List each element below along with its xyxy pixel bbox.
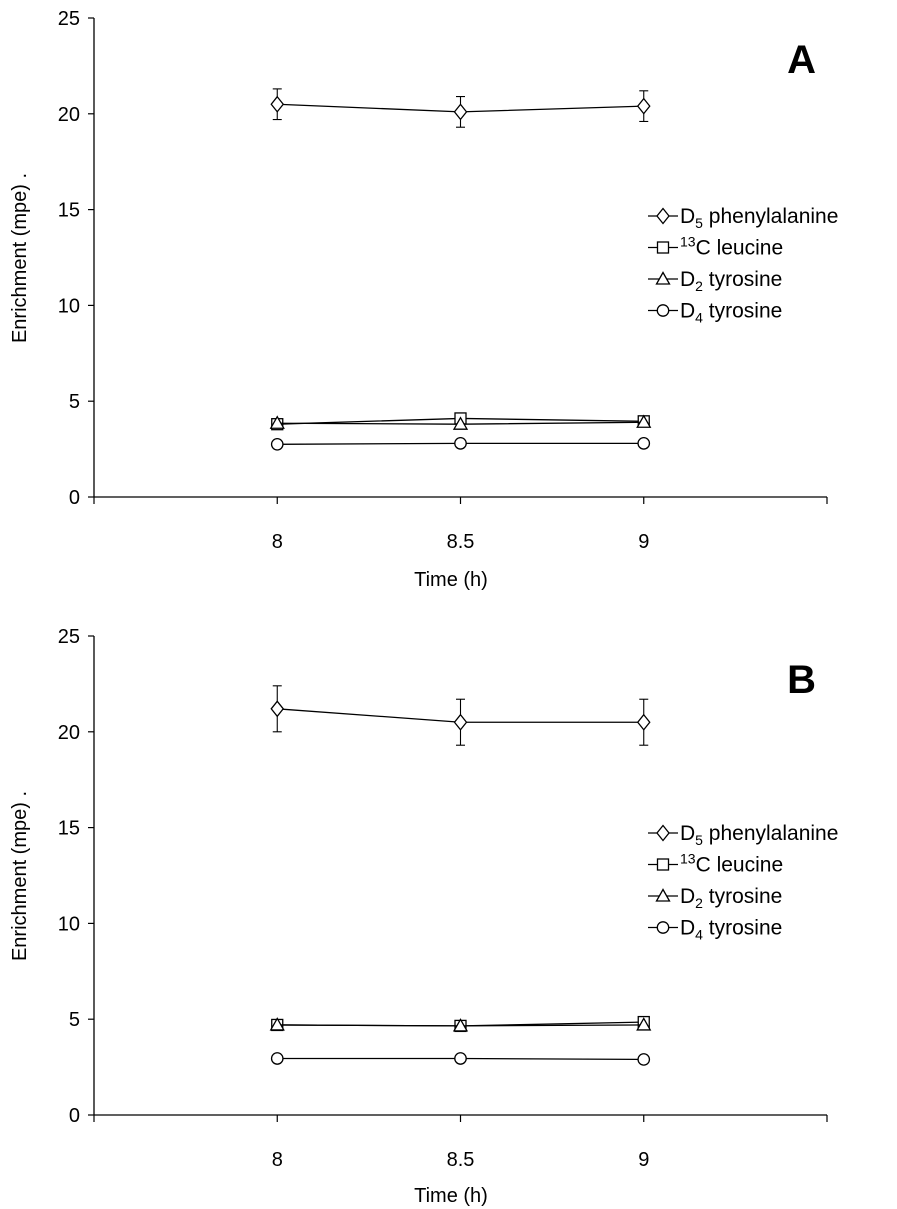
data-point [637,1053,651,1066]
data-point [637,437,651,450]
data-point [452,416,469,430]
legend-item-d5-phenylalanine: D5 phenylalanine [648,822,838,848]
x-tick-label-8: 8 [272,1149,283,1171]
chart-panel-b: 0 5 10 15 20 25 8 8.5 9 Time (h) Enrichment (mpe) … [9,626,838,1207]
legend-item-13c-leucine: 13C leucine [648,851,783,877]
legend: D5 phenylalanine 13C leucine D2 tyrosine D4… [648,822,838,943]
legend-marker [656,241,670,254]
data-point [269,415,285,429]
legend-marker [656,824,670,842]
legend-label: D5 phenylalanine [680,205,838,231]
data-point [270,95,285,113]
x-axis-title: Time (h) [414,1185,488,1207]
legend-item-d4-tyrosine: D4 tyrosine [648,917,782,943]
y-tick-label-20: 20 [58,722,80,744]
legend-item-d4-tyrosine: D4 tyrosine [648,300,782,326]
y-axis-title: Enrichment (mpe) . [9,791,31,961]
legend-marker [656,304,670,317]
x-tick-label-9: 9 [638,531,649,553]
y-tick-label-0: 0 [69,1105,80,1127]
series-d2-tyrosine [269,1017,652,1032]
data-point [452,1018,469,1032]
legend-label: 13C leucine [680,851,783,877]
data-point [270,1052,284,1065]
legend-marker [656,921,670,934]
panel-label: A [787,38,816,82]
legend-item-d2-tyrosine: D2 tyrosine [648,268,782,294]
series-d2-tyrosine [269,414,652,430]
panel-label: B [787,658,816,702]
legend-marker [656,207,670,225]
x-tick-label-8: 8 [272,531,283,553]
x-tick-label-8-5: 8.5 [447,1149,475,1171]
data-point [636,1017,652,1031]
series-d4-tyrosine [270,1052,651,1066]
legend-label: D4 tyrosine [680,917,782,943]
data-point [454,1052,467,1065]
legend-label: D4 tyrosine [680,300,782,326]
data-point [453,713,468,731]
legend-marker [656,858,670,871]
legend-item-d2-tyrosine: D2 tyrosine [648,885,782,911]
data-point [636,713,651,731]
chart-panel-a: 0 5 10 15 20 25 8 8.5 9 Time (h) Enrichment (mpe) … [9,8,838,591]
legend-item-d5-phenylalanine: D5 phenylalanine [648,205,838,231]
legend-label: D2 tyrosine [680,885,782,911]
legend-item-13c-leucine: 13C leucine [648,234,783,260]
y-tick-label-10: 10 [58,295,80,317]
y-tick-label-5: 5 [69,1009,80,1031]
data-point [453,103,468,121]
y-axis-title: Enrichment (mpe) . [9,173,31,343]
legend: D5 phenylalanine 13C leucine D2 tyrosine D4… [648,205,838,326]
series-d5-phenylalanine [270,88,651,128]
y-tick-label-15: 15 [58,200,80,222]
y-tick-label-20: 20 [58,104,80,126]
x-tick-label-9: 9 [638,1149,649,1171]
series-d4-tyrosine [270,437,651,451]
y-tick-label-10: 10 [58,913,80,935]
data-point [270,700,285,718]
legend-label: D2 tyrosine [680,268,782,294]
y-tick-label-25: 25 [58,8,80,30]
data-point [270,437,284,451]
data-point [636,97,651,115]
legend-marker [655,271,671,285]
legend-marker [655,888,671,902]
legend-label: 13C leucine [680,234,783,260]
y-tick-label-5: 5 [69,391,80,413]
y-tick-label-15: 15 [58,818,80,840]
series-d5-phenylalanine [270,685,651,746]
y-tick-label-0: 0 [69,487,80,509]
legend-label: D5 phenylalanine [680,822,838,848]
x-axis-title: Time (h) [414,569,488,591]
x-tick-label-8-5: 8.5 [447,531,475,553]
data-point [269,1017,285,1031]
data-point [454,437,467,450]
y-tick-label-25: 25 [58,626,80,648]
data-point [636,414,652,428]
